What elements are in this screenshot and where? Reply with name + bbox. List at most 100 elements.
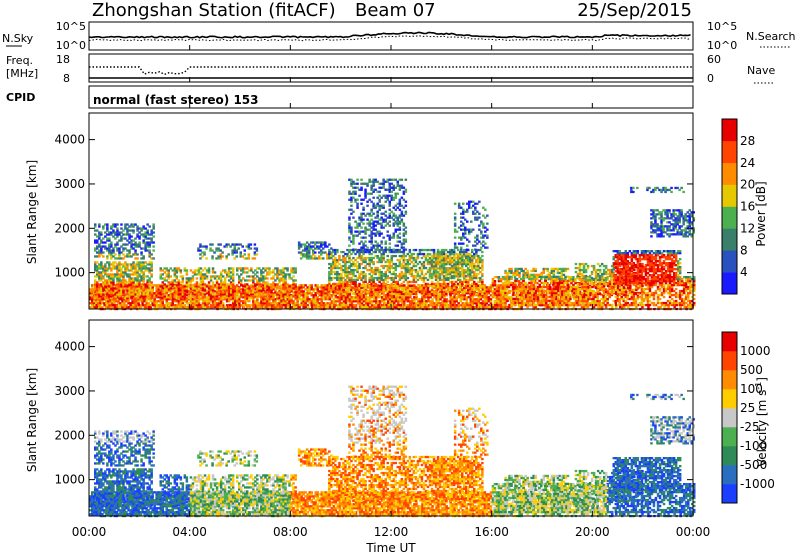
power-cell <box>376 293 379 295</box>
power-cell <box>145 300 148 302</box>
power-cell <box>348 251 351 253</box>
power-cell <box>314 251 317 253</box>
power-cell <box>188 293 191 295</box>
power-cell <box>234 247 237 249</box>
power-cell <box>205 245 208 247</box>
power-cell <box>403 302 406 304</box>
power-cell <box>344 265 347 267</box>
power-cell <box>653 302 656 304</box>
power-cell <box>608 296 611 298</box>
power-cell <box>176 271 179 273</box>
power-cell <box>202 269 205 271</box>
power-cell <box>170 297 173 299</box>
power-cell <box>254 257 257 259</box>
power-cell <box>431 298 434 300</box>
power-cell <box>150 237 153 239</box>
power-cell <box>681 280 684 282</box>
power-cell <box>124 237 127 239</box>
power-cell <box>124 271 127 273</box>
power-cell <box>256 249 259 251</box>
power-cell <box>336 265 339 267</box>
power-cell <box>118 247 121 249</box>
power-cell <box>371 302 374 304</box>
power-cell <box>498 276 501 278</box>
power-cell <box>356 271 359 273</box>
power-cell <box>364 261 367 263</box>
power-cell <box>264 269 267 271</box>
power-cell <box>673 290 676 292</box>
power-cell <box>552 304 555 306</box>
power-cell <box>368 273 371 275</box>
power-cell <box>186 271 189 273</box>
power-cell <box>338 255 341 257</box>
power-cell <box>208 287 211 289</box>
power-cell <box>224 281 227 283</box>
power-cell <box>184 267 187 269</box>
power-cell <box>332 287 335 289</box>
power-cell <box>439 298 442 300</box>
power-cell <box>413 300 416 302</box>
power-cell <box>484 284 487 286</box>
power-cell <box>455 300 458 302</box>
power-cell <box>130 289 133 291</box>
power-cell <box>282 271 285 273</box>
power-cell <box>150 261 153 263</box>
power-cell <box>201 255 204 257</box>
power-cell <box>655 292 658 294</box>
power-cell <box>150 263 153 265</box>
power-cell <box>204 297 207 299</box>
power-cell <box>382 289 385 291</box>
power-cell <box>250 247 253 249</box>
power-cell <box>150 273 153 275</box>
power-cell <box>236 291 239 293</box>
freq-right-tick-bottom: 0 <box>707 72 714 85</box>
power-cell <box>338 257 341 259</box>
power-cell <box>146 293 149 295</box>
power-cell <box>340 273 343 275</box>
power-cell <box>250 243 253 245</box>
power-cell <box>250 269 253 271</box>
power-cell <box>124 279 127 281</box>
power-cell <box>635 300 638 302</box>
power-cell <box>242 269 245 271</box>
power-cell <box>306 294 309 296</box>
power-cell <box>385 271 388 273</box>
power-cell <box>348 267 351 269</box>
power-cell <box>240 281 243 283</box>
power-cell <box>427 298 430 300</box>
power-cell <box>348 291 351 293</box>
power-cell <box>117 300 120 302</box>
station-title: Zhongshan Station (fitACF) <box>92 0 336 21</box>
power-cell <box>234 257 237 259</box>
power-cell <box>227 253 230 255</box>
power-cell <box>372 257 375 259</box>
power-cell <box>382 287 385 289</box>
power-cell <box>168 277 171 279</box>
power-cell <box>126 265 129 267</box>
power-cell <box>330 269 333 271</box>
power-cell <box>108 261 111 263</box>
power-cell <box>272 269 275 271</box>
power-cell <box>108 265 111 267</box>
power-cell <box>96 229 99 231</box>
power-cell <box>494 292 497 294</box>
power-cell <box>288 275 291 277</box>
power-cell <box>298 296 301 298</box>
power-cell <box>106 283 109 285</box>
power-cell <box>455 286 458 288</box>
power-cell <box>110 233 113 235</box>
power-cell <box>348 257 351 259</box>
power-cell <box>126 267 129 269</box>
power-cell <box>100 273 103 275</box>
power-cell <box>199 243 202 245</box>
power-cell <box>615 302 618 304</box>
power-cell <box>344 259 347 261</box>
power-cell <box>415 296 418 298</box>
power-cell <box>142 289 145 291</box>
power-cell <box>138 281 141 283</box>
power-cell <box>248 253 251 255</box>
power-cell <box>348 255 351 257</box>
power-cell <box>102 289 105 291</box>
power-cell <box>236 251 239 253</box>
power-cell <box>100 247 103 249</box>
